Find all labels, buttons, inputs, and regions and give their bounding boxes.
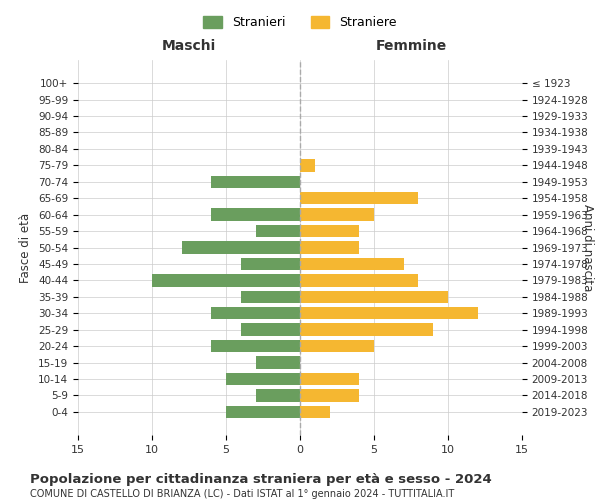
Text: Maschi: Maschi — [162, 38, 216, 52]
Y-axis label: Fasce di età: Fasce di età — [19, 212, 32, 282]
Bar — [300, 225, 359, 237]
Bar — [226, 406, 300, 418]
Bar — [300, 192, 418, 204]
Bar — [182, 242, 300, 254]
Bar — [300, 274, 418, 286]
Bar — [211, 208, 300, 221]
Bar — [241, 290, 300, 303]
Bar — [300, 373, 359, 385]
Bar — [256, 389, 300, 402]
Bar — [256, 356, 300, 368]
Bar — [300, 208, 374, 221]
Bar — [300, 389, 359, 402]
Bar — [300, 307, 478, 320]
Text: Femmine: Femmine — [376, 38, 446, 52]
Bar — [211, 176, 300, 188]
Bar — [300, 159, 315, 172]
Bar — [300, 258, 404, 270]
Text: Popolazione per cittadinanza straniera per età e sesso - 2024: Popolazione per cittadinanza straniera p… — [30, 472, 492, 486]
Bar — [300, 340, 374, 352]
Bar — [241, 258, 300, 270]
Bar — [211, 307, 300, 320]
Bar — [226, 373, 300, 385]
Y-axis label: Anni di nascita: Anni di nascita — [581, 204, 594, 291]
Bar — [300, 290, 448, 303]
Bar — [152, 274, 300, 286]
Bar — [300, 406, 329, 418]
Bar — [241, 324, 300, 336]
Text: COMUNE DI CASTELLO DI BRIANZA (LC) - Dati ISTAT al 1° gennaio 2024 - TUTTITALIA.: COMUNE DI CASTELLO DI BRIANZA (LC) - Dat… — [30, 489, 454, 499]
Bar — [300, 324, 433, 336]
Bar — [211, 340, 300, 352]
Bar — [256, 225, 300, 237]
Legend: Stranieri, Straniere: Stranieri, Straniere — [198, 11, 402, 34]
Bar — [300, 242, 359, 254]
